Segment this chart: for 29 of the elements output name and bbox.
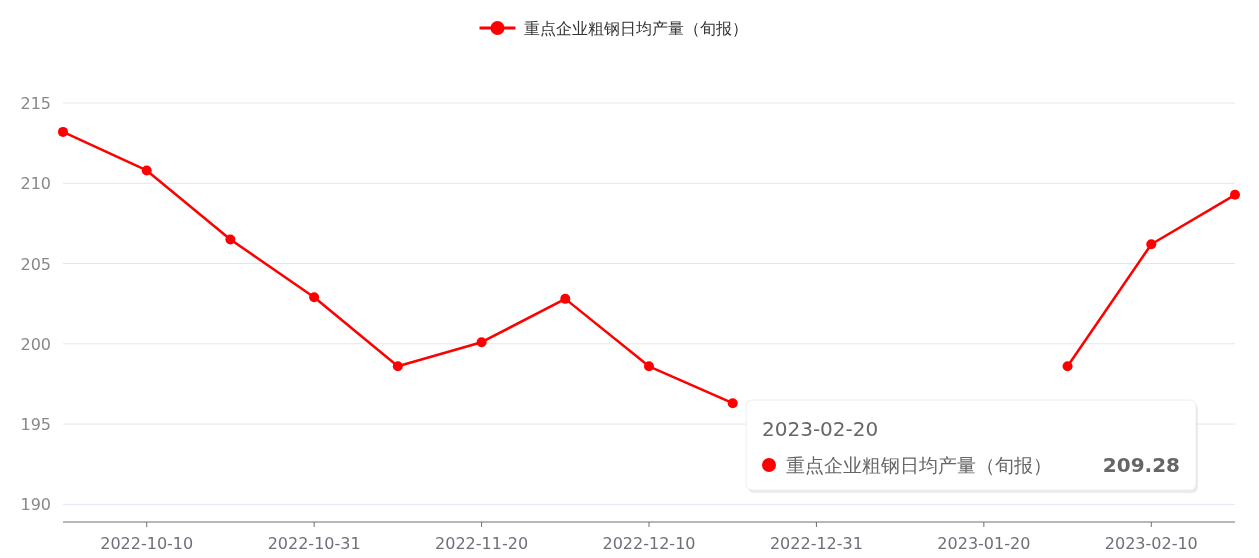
point (560, 293, 571, 304)
annotation: 2023-02-20 (762, 417, 879, 441)
x-tick-label: 2022-12-10 (602, 534, 696, 553)
point (309, 292, 320, 303)
y-tick-label: 190 (20, 495, 51, 515)
x-tick-label: 2022-10-31 (267, 534, 361, 553)
point (727, 398, 738, 409)
y-tick-label: 195 (20, 415, 51, 435)
y-tick-label: 200 (20, 334, 51, 354)
y-tick-label: 215 (20, 94, 51, 113)
annotation: 209.28 (1102, 453, 1180, 477)
x-tick-label: 2023-01-20 (937, 534, 1031, 553)
point (1146, 239, 1157, 250)
point (225, 234, 236, 245)
x-tick-label: 2022-12-31 (769, 534, 863, 553)
point (392, 361, 403, 372)
y-tick-label: 210 (20, 174, 51, 194)
legend-label: 重点企业粗钢日均产量（旬报） (523, 19, 748, 38)
x-tick-label: 2023-02-10 (1104, 534, 1198, 553)
point (1062, 361, 1073, 372)
x-tick-label: 2022-11-20 (435, 534, 529, 553)
point (141, 165, 152, 176)
point (644, 361, 654, 372)
x-tick-label: 2022-10-10 (100, 534, 194, 553)
point (1230, 189, 1240, 200)
y-tick-label: 205 (20, 254, 51, 274)
point (476, 337, 487, 348)
point (58, 126, 68, 137)
annotation: 重点企业粗钢日均产量（旬报） (786, 454, 1052, 476)
